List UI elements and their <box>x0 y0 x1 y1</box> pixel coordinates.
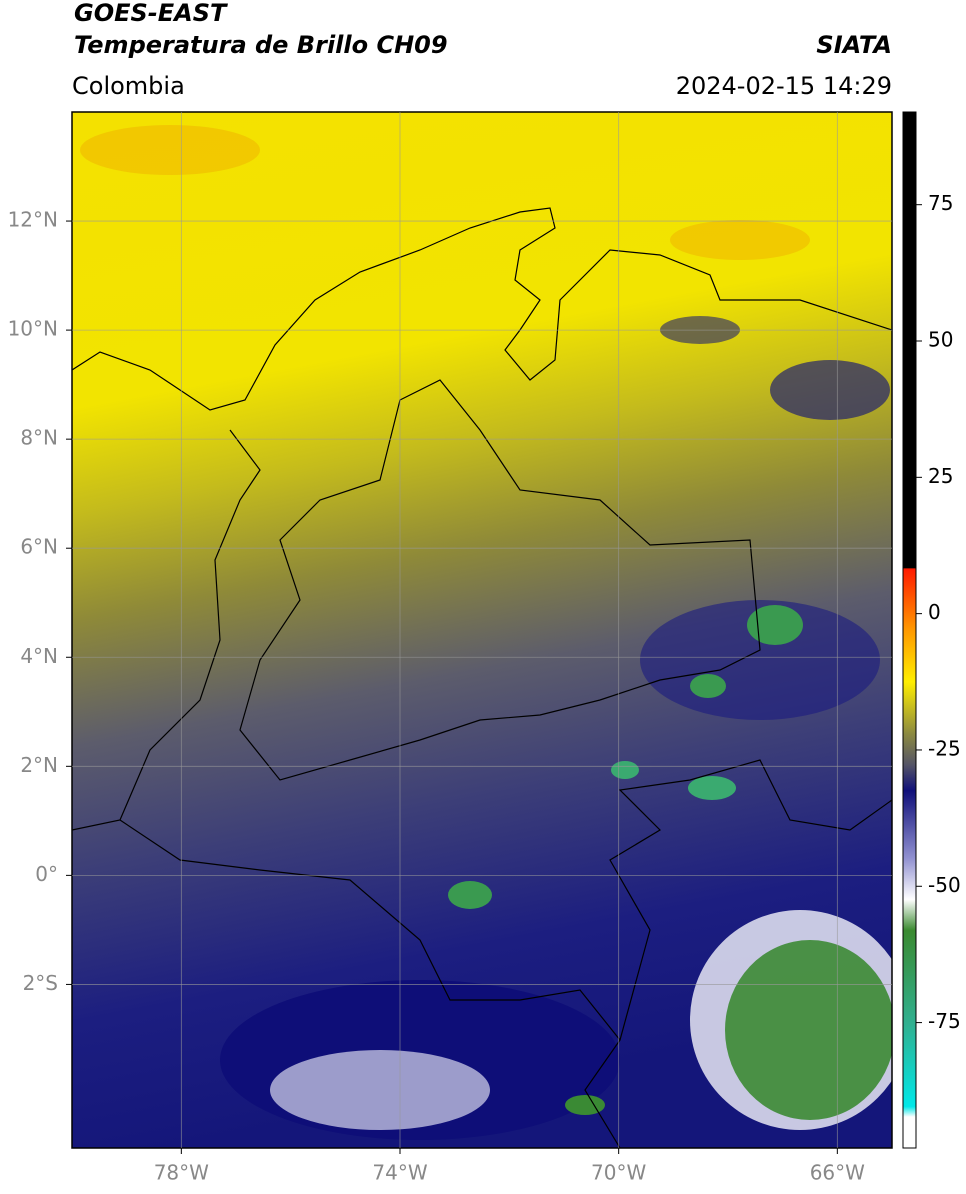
lat-tick-label: 6°N <box>20 535 58 559</box>
cloud-field <box>688 776 736 800</box>
map-frame <box>71 111 893 1149</box>
lat-tick-label: 2°N <box>20 753 58 777</box>
colorbar-tick-label: 50 <box>928 328 953 352</box>
lon-tick-label: 74°W <box>372 1161 427 1185</box>
lat-tick-label: 12°N <box>8 208 58 232</box>
cloud-field <box>80 125 260 175</box>
lat-tick-label: 8°N <box>20 426 58 450</box>
cloud-field <box>270 1050 490 1130</box>
cloud-field <box>690 674 726 698</box>
satellite-image <box>72 112 892 1148</box>
colorbar-tick-label: -25 <box>928 736 961 760</box>
cloud-field <box>747 605 803 645</box>
satellite-title: GOES-EAST <box>74 0 228 27</box>
colorbar-tick-label: -50 <box>928 873 961 897</box>
lat-tick-label: 2°S <box>23 971 58 995</box>
cloud-field <box>670 220 810 260</box>
cloud-field <box>448 881 492 909</box>
lon-tick-label: 78°W <box>154 1161 209 1185</box>
colorbar-tick-label: -75 <box>928 1009 961 1033</box>
cloud-field <box>565 1095 605 1115</box>
cloud-field <box>611 761 639 779</box>
lat-tick-label: 4°N <box>20 644 58 668</box>
region-label: Colombia <box>72 72 185 100</box>
borders <box>72 207 892 1148</box>
lat-tick-label: 0° <box>35 862 58 886</box>
cloud-field <box>725 940 892 1120</box>
lon-tick-label: 66°W <box>810 1161 865 1185</box>
colorbar-tick-label: 75 <box>928 191 953 215</box>
product-title: Temperatura de Brillo CH09 <box>74 31 448 59</box>
lon-tick-label: 70°W <box>591 1161 646 1185</box>
source-title: SIATA <box>816 31 892 59</box>
colorbar-tick-label: 25 <box>928 464 953 488</box>
cloud-field <box>770 360 890 420</box>
colorbar <box>902 111 917 1149</box>
datetime-label: 2024-02-15 14:29 <box>676 72 892 100</box>
lat-tick-label: 10°N <box>8 317 58 341</box>
colorbar-tick-label: 0 <box>928 600 941 624</box>
